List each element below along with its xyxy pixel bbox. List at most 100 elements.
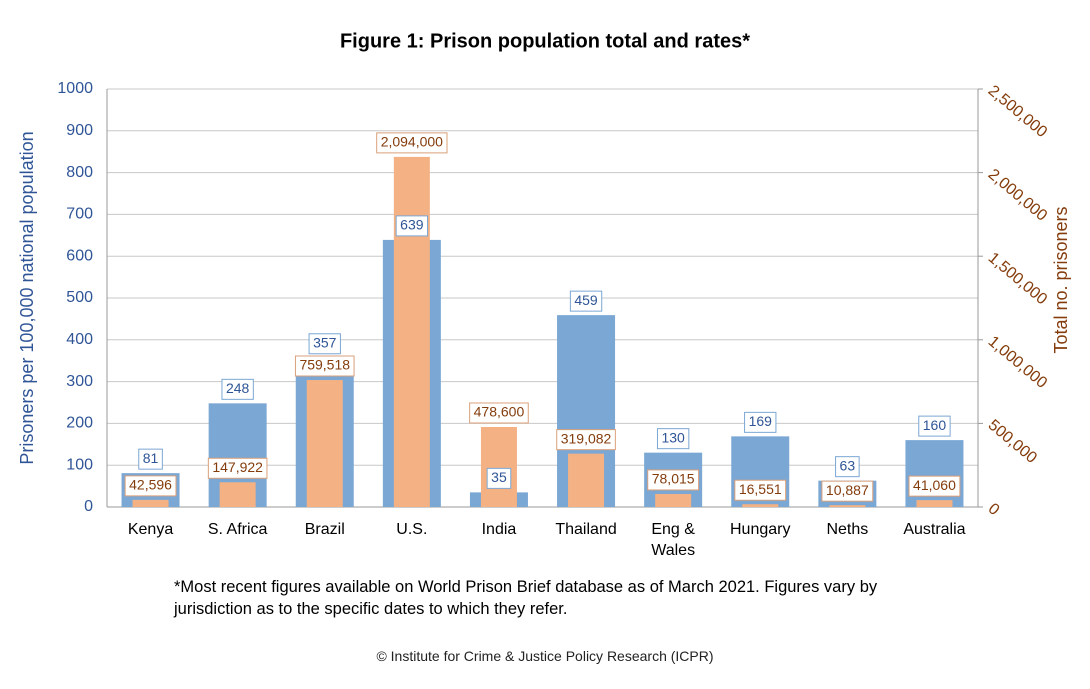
- data-label-box: [207, 457, 268, 479]
- y2-tick-label: 1,000,000: [985, 333, 1051, 392]
- y-tick-label: 0: [84, 498, 93, 515]
- data-label: 357: [313, 334, 337, 350]
- bar: [829, 505, 866, 507]
- y2-axis-title: Total no. prisoners: [1051, 206, 1071, 353]
- footnote: *Most recent figures available on World …: [174, 578, 878, 618]
- data-label-box: [656, 428, 690, 450]
- data-label-group: 35: [486, 467, 512, 489]
- x-tick-label: S. Africa: [208, 521, 268, 538]
- bar: [480, 426, 517, 507]
- y2-tick-label: 0: [985, 500, 1003, 519]
- data-label: 759,518: [299, 357, 350, 373]
- data-label-box: [647, 469, 700, 491]
- y-tick-label: 700: [66, 206, 93, 223]
- bar: [393, 156, 430, 508]
- data-label-box: [908, 475, 961, 497]
- data-label: 2,094,000: [381, 134, 443, 150]
- data-label: 319,082: [561, 430, 612, 446]
- data-label-box: [124, 475, 177, 497]
- data-label-group: 759,518: [294, 355, 355, 377]
- data-label-box: [221, 378, 254, 400]
- bar: [132, 499, 169, 507]
- data-label-group: 42,596: [124, 475, 177, 497]
- y-tick-label: 600: [66, 247, 93, 264]
- x-tick-label: Australia: [903, 521, 965, 538]
- y-axis-title: Prisoners per 100,000 national populatio…: [17, 131, 37, 464]
- y-tick-label: 500: [66, 289, 93, 306]
- data-label-group: 459: [569, 290, 603, 312]
- chart-title: Figure 1: Prison population total and ra…: [340, 30, 750, 52]
- data-label-group: 147,922: [207, 457, 268, 479]
- data-label: 147,922: [212, 459, 263, 475]
- bar: [655, 493, 692, 507]
- y2-tick-label: 500,000: [985, 417, 1040, 467]
- data-label: 130: [661, 429, 685, 445]
- data-label-group: 81: [138, 448, 163, 470]
- y-tick-label: 300: [66, 373, 93, 390]
- data-label: 78,015: [652, 471, 695, 487]
- data-label-box: [486, 467, 512, 489]
- data-label: 248: [226, 380, 250, 396]
- y2-tick-label: 2,500,000: [985, 82, 1051, 141]
- data-label-box: [821, 480, 874, 502]
- data-label-box: [835, 456, 860, 478]
- data-label-box: [734, 479, 787, 501]
- y-tick-label: 800: [66, 164, 93, 181]
- bar: [905, 440, 964, 507]
- x-tick-label: Brazil: [305, 521, 345, 538]
- x-tick-label: Neths: [826, 521, 868, 538]
- data-label: 63: [840, 457, 856, 473]
- y-tick-label: 400: [66, 331, 93, 348]
- bar: [742, 504, 779, 507]
- y2-tick-label: 2,000,000: [985, 166, 1051, 225]
- data-label-box: [395, 215, 429, 237]
- bar: [568, 453, 605, 507]
- x-tick-label: U.S.: [396, 521, 427, 538]
- data-label-box: [556, 429, 616, 451]
- data-label-box: [138, 448, 163, 470]
- data-label: 160: [923, 417, 947, 433]
- data-label-group: 357: [308, 333, 341, 355]
- data-label-group: 248: [221, 378, 254, 400]
- data-label-group: 130: [656, 428, 690, 450]
- data-label: 639: [400, 217, 424, 233]
- data-label-group: 10,887: [821, 480, 874, 502]
- y-tick-label: 100: [66, 456, 93, 473]
- data-label: 35: [491, 469, 507, 485]
- data-label: 169: [749, 413, 773, 429]
- data-label-box: [308, 333, 341, 355]
- data-label-group: 639: [395, 215, 429, 237]
- data-label-group: 16,551: [734, 479, 787, 501]
- data-label-group: 319,082: [556, 429, 616, 451]
- data-label-box: [376, 132, 448, 154]
- data-label-group: 41,060: [908, 475, 961, 497]
- source: © Institute for Crime & Justice Policy R…: [376, 648, 714, 664]
- data-label: 41,060: [913, 477, 956, 493]
- x-tick-label: Eng & Wales: [651, 521, 695, 559]
- data-label-box: [569, 290, 603, 312]
- bar: [306, 380, 343, 507]
- data-label-box: [469, 402, 529, 424]
- data-label-box: [918, 415, 951, 437]
- bar: [916, 500, 953, 507]
- x-tick-label: Thailand: [555, 521, 616, 538]
- data-label-box: [294, 355, 355, 377]
- data-label: 10,887: [826, 482, 869, 498]
- y-tick-label: 200: [66, 415, 93, 432]
- y-tick-label: 1000: [57, 80, 93, 97]
- data-label: 81: [143, 450, 159, 466]
- data-label-box: [744, 411, 777, 433]
- y2-tick-label: 1,500,000: [985, 249, 1051, 308]
- bar: [219, 482, 256, 507]
- data-label-group: 160: [918, 415, 951, 437]
- y-tick-label: 900: [66, 122, 93, 139]
- data-label: 16,551: [739, 481, 782, 497]
- data-label: 478,600: [474, 404, 525, 420]
- x-tick-label: Kenya: [128, 521, 173, 538]
- data-label-group: 2,094,000: [376, 132, 448, 154]
- data-label-group: 169: [744, 411, 777, 433]
- data-label-group: 63: [835, 456, 860, 478]
- data-label: 459: [574, 292, 598, 308]
